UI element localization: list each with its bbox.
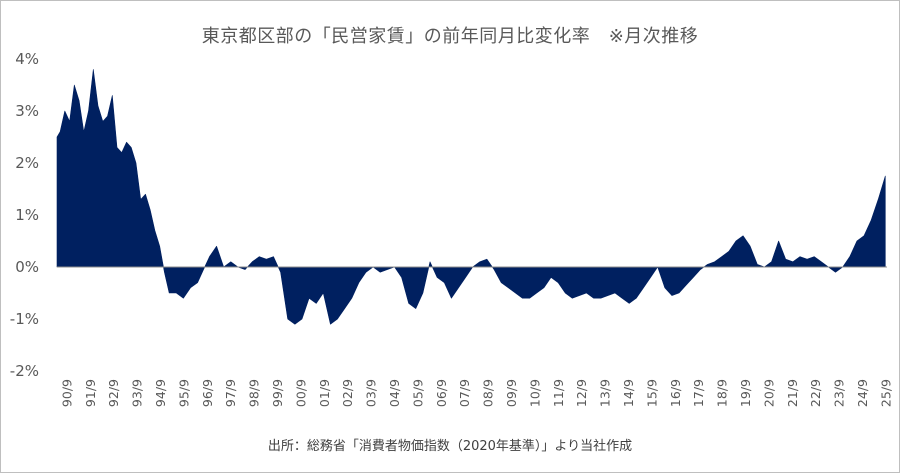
x-tick-label: 19/9 xyxy=(738,379,753,407)
chart-source: 出所：総務省「消費者物価指数（2020年基準）」より当社作成 xyxy=(267,439,633,454)
x-tick-label: 20/9 xyxy=(761,379,776,407)
x-tick-label: 21/9 xyxy=(785,379,800,407)
x-tick-label: 98/9 xyxy=(247,379,262,407)
x-tick-label: 11/9 xyxy=(551,379,566,407)
x-tick-label: 96/9 xyxy=(200,379,215,407)
x-tick-label: 93/9 xyxy=(130,379,145,407)
y-tick-label: 1% xyxy=(15,206,39,224)
x-tick-label: 22/9 xyxy=(808,379,823,407)
x-tick-label: 08/9 xyxy=(481,379,496,407)
x-tick-label: 14/9 xyxy=(621,379,636,407)
x-tick-label: 95/9 xyxy=(176,379,191,407)
x-tick-label: 99/9 xyxy=(270,379,285,407)
x-tick-label: 25/9 xyxy=(878,379,893,407)
x-tick-label: 24/9 xyxy=(855,379,870,407)
x-tick-label: 10/9 xyxy=(527,379,542,407)
y-tick-label: 0% xyxy=(15,258,39,276)
x-tick-label: 05/9 xyxy=(410,379,425,407)
x-tick-label: 23/9 xyxy=(832,379,847,407)
x-tick-label: 94/9 xyxy=(153,379,168,407)
x-tick-label: 02/9 xyxy=(340,379,355,407)
x-tick-label: 12/9 xyxy=(574,379,589,407)
x-tick-label: 15/9 xyxy=(644,379,659,407)
x-tick-label: 17/9 xyxy=(691,379,706,407)
x-tick-label: 04/9 xyxy=(387,379,402,407)
x-tick-label: 18/9 xyxy=(715,379,730,407)
y-tick-label: -1% xyxy=(10,310,39,328)
x-tick-label: 92/9 xyxy=(106,379,121,407)
x-tick-label: 16/9 xyxy=(668,379,683,407)
y-tick-label: 2% xyxy=(15,154,39,172)
y-tick-label: 4% xyxy=(15,50,39,68)
series-area xyxy=(56,69,886,325)
y-tick-label: -2% xyxy=(10,362,39,380)
x-tick-label: 91/9 xyxy=(83,379,98,407)
x-tick-label: 01/9 xyxy=(317,379,332,407)
x-tick-label: 06/9 xyxy=(434,379,449,407)
x-tick-label: 13/9 xyxy=(598,379,613,407)
chart-title: 東京都区部の「民営家賃」の前年同月比変化率 ※月次推移 xyxy=(201,26,699,47)
x-tick-label: 00/9 xyxy=(293,379,308,407)
x-tick-label: 97/9 xyxy=(223,379,238,407)
y-tick-label: 3% xyxy=(15,102,39,120)
x-tick-label: 03/9 xyxy=(364,379,379,407)
x-tick-label: 07/9 xyxy=(457,379,472,407)
x-tick-label: 90/9 xyxy=(59,379,74,407)
x-tick-label: 09/9 xyxy=(504,379,519,407)
